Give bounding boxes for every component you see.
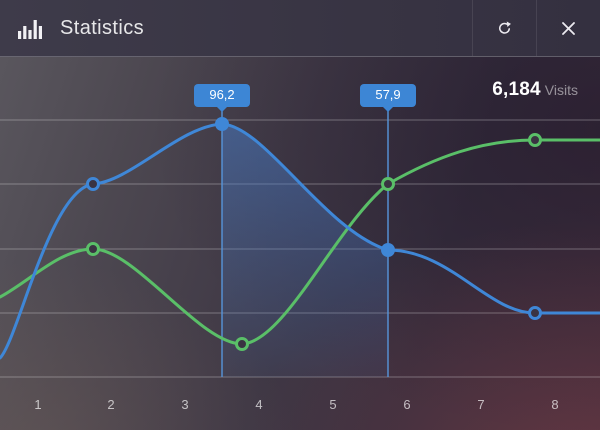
x-axis-label-8: 8: [551, 397, 559, 412]
x-axis-label-6: 6: [403, 397, 411, 412]
x-axis-label-1: 1: [34, 397, 42, 412]
green-data-point[interactable]: [235, 337, 249, 351]
close-button[interactable]: [536, 0, 600, 56]
tooltip-badge-2: 57,9: [360, 84, 416, 112]
x-axis-label-5: 5: [329, 397, 337, 412]
x-axis-label-4: 4: [255, 397, 263, 412]
blue-selected-point[interactable]: [381, 243, 395, 257]
blue-selected-point[interactable]: [215, 117, 229, 131]
green-data-point[interactable]: [86, 242, 100, 256]
x-axis-label-3: 3: [181, 397, 189, 412]
x-axis-label-2: 2: [107, 397, 115, 412]
widget-header: Statistics: [0, 0, 600, 57]
widget-title: Statistics: [60, 16, 145, 39]
x-axis-label-7: 7: [477, 397, 485, 412]
blue-data-point[interactable]: [528, 306, 542, 320]
visits-label: Visits: [544, 82, 578, 98]
refresh-button[interactable]: [472, 0, 536, 56]
tooltip-badge-1: 96,2: [194, 84, 250, 112]
blue-data-point[interactable]: [86, 177, 100, 191]
visits-counter: 6,184 Visits: [492, 79, 578, 101]
green-data-point[interactable]: [381, 177, 395, 191]
refresh-icon: [496, 20, 513, 37]
bar-chart-icon: [18, 18, 43, 39]
close-icon: [562, 21, 575, 35]
green-series-line[interactable]: [0, 138, 600, 346]
highlight-area: [222, 124, 388, 377]
green-data-point[interactable]: [528, 133, 542, 147]
chart-svg[interactable]: [0, 57, 600, 430]
visits-value: 6,184: [492, 79, 541, 100]
